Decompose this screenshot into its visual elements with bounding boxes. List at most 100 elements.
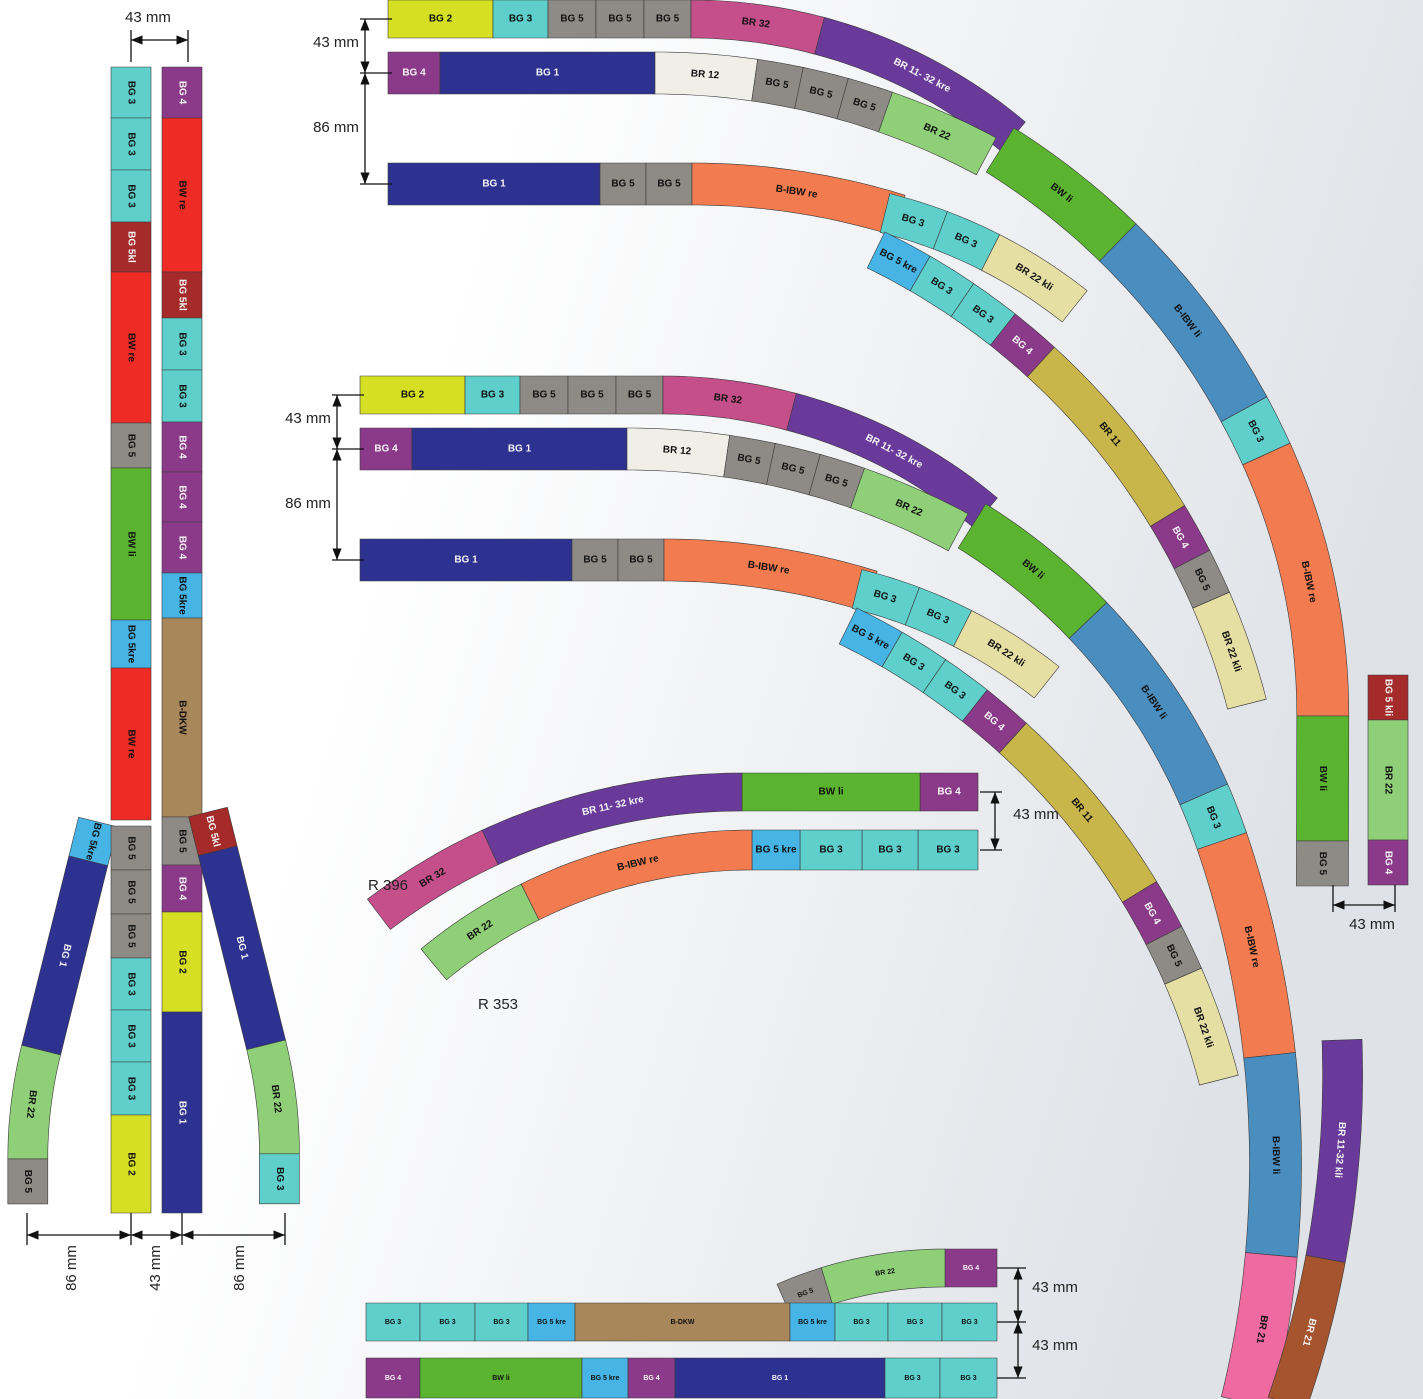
- piece-label: BW re: [125, 730, 136, 759]
- track-piece: [953, 610, 1060, 699]
- piece-label: BG 5: [125, 836, 136, 860]
- piece-label: BG 3: [907, 1319, 923, 1326]
- piece-label: BG 5 kre: [537, 1319, 566, 1326]
- dimension-label: 43 mm: [1032, 1337, 1078, 1354]
- track-piece: [786, 393, 998, 528]
- piece-label: BG 5 kre: [798, 1319, 827, 1326]
- piece-label: BG 5kl: [176, 279, 187, 311]
- dimension-label: 43 mm: [1032, 1279, 1078, 1296]
- track-piece: [161, 1011, 203, 1214]
- piece-label: BG 4: [1382, 851, 1393, 875]
- piece-label: BG 3: [960, 1375, 976, 1382]
- track-diagram: BG 3 BG 3 BG 3 BG 5kl BW re BG 5 BW li BG 5kre B…: [7, 9, 300, 1291]
- piece-label: BG 5: [628, 390, 652, 401]
- track-piece: [1192, 591, 1267, 710]
- piece-label: BG 3: [125, 972, 136, 996]
- piece-label: BG 3: [125, 132, 136, 156]
- piece-label: BG 5: [125, 924, 136, 948]
- piece-label: BR 22: [1382, 766, 1393, 795]
- piece-label: BR 12: [662, 444, 691, 457]
- track-piece: [1367, 839, 1409, 886]
- dimension-label: 43 mm: [285, 410, 331, 427]
- track-piece: [941, 1302, 998, 1342]
- piece-label: BG 4: [176, 435, 187, 459]
- piece-label: BW re: [176, 181, 187, 210]
- piece-label: BG 5kl: [125, 231, 136, 263]
- piece-label: BG 5: [608, 14, 632, 25]
- track-piece: [814, 17, 1026, 152]
- piece-label: BG 4: [937, 787, 961, 798]
- piece-label: BG 2: [176, 950, 187, 974]
- piece-label: BG 5: [808, 85, 834, 101]
- piece-label: BG 3: [853, 1319, 869, 1326]
- track-piece: [110, 1114, 152, 1214]
- piece-label: BG 3: [274, 1167, 285, 1191]
- piece-label: BG 4: [374, 444, 398, 455]
- track-piece: [663, 538, 878, 612]
- piece-label: BW li: [819, 787, 844, 798]
- piece-label: BG 3: [509, 14, 533, 25]
- track-piece: [110, 667, 152, 821]
- dimension-label: 86 mm: [285, 495, 331, 512]
- piece-label: B-DKW: [176, 700, 187, 735]
- piece-label: BG 3: [819, 845, 843, 856]
- track-piece: [878, 91, 997, 176]
- piece-label: BR 12: [690, 68, 719, 81]
- piece-label: BG 1: [772, 1375, 788, 1382]
- piece-label: BG 1: [176, 1101, 187, 1125]
- piece-label: BG 5: [22, 1170, 33, 1194]
- piece-label: BG 3: [439, 1319, 455, 1326]
- piece-label: BR 32: [741, 16, 771, 31]
- track-piece: [1296, 840, 1349, 887]
- piece-label: BG 4: [176, 81, 187, 105]
- piece-label: BG 5: [583, 555, 607, 566]
- piece-label: BG 5: [125, 434, 136, 458]
- piece-label: BW li: [492, 1375, 510, 1382]
- piece-label: BG 5: [125, 880, 136, 904]
- track-piece: [939, 1357, 998, 1399]
- track-piece: [981, 234, 1088, 323]
- track-piece: [420, 883, 540, 981]
- piece-label: BG 3: [176, 384, 187, 408]
- piece-label: BW re: [125, 333, 136, 362]
- piece-label: BW li: [125, 532, 136, 557]
- track-piece: [643, 0, 692, 39]
- piece-label: BG 5: [580, 390, 604, 401]
- track-piece: [7, 1158, 49, 1205]
- track-piece: [259, 1153, 300, 1205]
- piece-label: BG 5: [1317, 852, 1328, 876]
- piece-label: BG 3: [936, 845, 960, 856]
- piece-label: BG 1: [508, 444, 532, 455]
- dimension-label: 43 mm: [1013, 806, 1059, 823]
- piece-label: BR 22: [24, 1089, 38, 1119]
- track-piece: [595, 0, 645, 39]
- piece-label: BG 5 kli: [1382, 679, 1393, 716]
- piece-label: BG 5kre: [125, 625, 136, 664]
- piece-label: BG 5: [736, 452, 761, 467]
- piece-label: BG 2: [125, 1152, 136, 1176]
- piece-label: BG 4: [402, 68, 426, 79]
- dimension-label: 86 mm: [313, 119, 359, 136]
- piece-label: BG 3: [176, 332, 187, 356]
- piece-label: BG 3: [961, 1319, 977, 1326]
- dimension-label: 86 mm: [231, 1245, 248, 1291]
- piece-label: BG 3: [481, 390, 505, 401]
- piece-label: BR 11-32 kli: [1332, 1121, 1347, 1178]
- piece-label: BG 4: [176, 485, 187, 509]
- piece-label: BG 3: [125, 1077, 136, 1101]
- piece-label: BG 5: [780, 461, 806, 477]
- dimension-label: 43 mm: [147, 1245, 164, 1291]
- piece-label: BG 5: [764, 76, 789, 91]
- dimension-label: 43 mm: [125, 9, 171, 26]
- piece-label: BG 5: [656, 14, 680, 25]
- piece-label: BG 1: [536, 68, 560, 79]
- piece-label: B-DKW: [670, 1319, 694, 1326]
- piece-label: BG 1: [482, 179, 506, 190]
- radius-label: R 353: [478, 996, 518, 1013]
- track-piece: [1267, 1254, 1346, 1399]
